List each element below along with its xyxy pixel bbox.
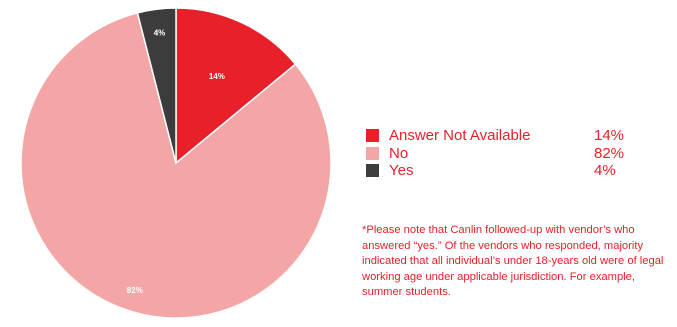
slice-data-label: 82% [127, 286, 143, 295]
legend-item: Yes 4% [366, 162, 656, 180]
legend-label: Answer Not Available [389, 127, 531, 145]
pie-slice-yes [136, 7, 177, 164]
slice-data-label: 4% [154, 28, 166, 37]
pie-slice-no [20, 11, 332, 319]
legend-label: No [389, 144, 409, 162]
legend-value: 4% [594, 162, 616, 180]
legend-swatch [366, 164, 379, 178]
legend-item: Answer Not Available 14% [366, 127, 656, 145]
footnote: *Please note that Canlin followed-up wit… [362, 224, 664, 298]
pie-slice-answer-not-available [175, 7, 297, 165]
legend-swatch [366, 129, 379, 143]
legend-item: No 82% [366, 145, 656, 163]
legend-label: Yes [389, 162, 414, 180]
chart-legend: Answer Not Available 14% No 82% Yes 4% [366, 127, 656, 180]
legend-swatch [366, 146, 379, 160]
legend-value: 14% [594, 127, 625, 145]
slice-data-label: 14% [209, 72, 225, 81]
legend-value: 82% [594, 144, 625, 162]
